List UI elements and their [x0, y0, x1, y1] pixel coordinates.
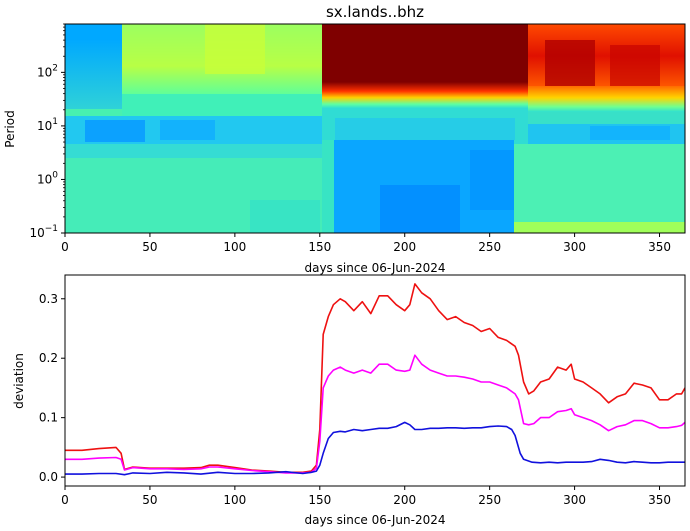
heatmap-x-tick-label: 100 [223, 240, 246, 254]
deviation-y-ticks: 0.0 0.1 0.2 0.3 [39, 292, 65, 484]
deviation-x-tick-label: 250 [478, 493, 501, 507]
heatmap-plot: sx.lands..bhz days since 06-Jun-2024 Per… [3, 3, 686, 275]
heatmap-y-tick-label: 100 [37, 170, 58, 186]
heatmap-image [65, 24, 685, 233]
heatmap-x-tick-label: 200 [393, 240, 416, 254]
deviation-x-ticks: 0 50 100 150 200 250 300 350 [61, 486, 671, 507]
heatmap-x-tick-label: 350 [648, 240, 671, 254]
heatmap-x-tick-label: 250 [478, 240, 501, 254]
heatmap-y-ticks: 10−1 100 101 102 [29, 23, 65, 240]
heatmap-x-tick-label: 150 [308, 240, 331, 254]
heatmap-title: sx.lands..bhz [326, 3, 424, 21]
deviation-frame [64, 274, 686, 487]
deviation-x-tick-label: 0 [61, 493, 69, 507]
heatmap-x-ticks: 0 50 100 150 200 250 300 350 [61, 233, 671, 254]
deviation-x-axis-label: days since 06-Jun-2024 [304, 513, 445, 527]
deviation-x-tick-label: 300 [563, 493, 586, 507]
deviation-y-axis-label: deviation [12, 353, 26, 409]
deviation-x-tick-label: 50 [142, 493, 157, 507]
deviation-y-tick-label: 0.3 [39, 292, 58, 306]
deviation-y-tick-label: 0.2 [39, 351, 58, 365]
heatmap-x-tick-label: 300 [563, 240, 586, 254]
heatmap-x-axis-label: days since 06-Jun-2024 [304, 261, 445, 275]
heatmap-y-tick-label: 102 [37, 63, 58, 79]
deviation-series [65, 283, 685, 476]
heatmap-x-tick-label: 0 [61, 240, 69, 254]
heatmap-y-tick-label: 10−1 [29, 224, 58, 240]
heatmap-y-tick-label: 101 [37, 117, 58, 133]
heatmap-y-axis-label: Period [3, 110, 17, 147]
deviation-series-line-1 [65, 354, 685, 474]
deviation-series-line-2 [65, 421, 685, 476]
deviation-x-tick-label: 100 [223, 493, 246, 507]
heatmap-x-tick-label: 50 [142, 240, 157, 254]
deviation-x-tick-label: 350 [648, 493, 671, 507]
deviation-y-tick-label: 0.1 [39, 411, 58, 425]
deviation-plot: days since 06-Jun-2024 deviation 0 50 100 1… [12, 274, 686, 527]
deviation-series-line-0 [65, 283, 685, 474]
deviation-x-tick-label: 150 [308, 493, 331, 507]
deviation-x-tick-label: 200 [393, 493, 416, 507]
deviation-y-tick-label: 0.0 [39, 470, 58, 484]
